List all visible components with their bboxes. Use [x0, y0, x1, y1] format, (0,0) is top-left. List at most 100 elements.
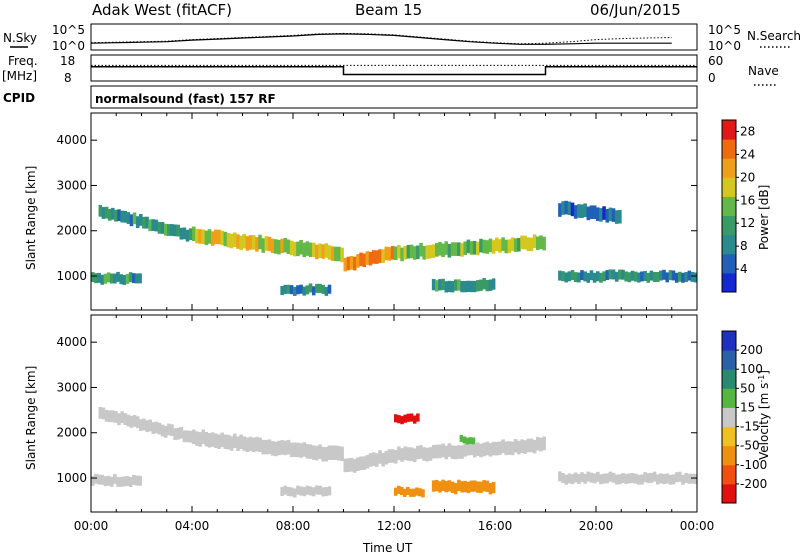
heat-cell [482, 480, 486, 492]
heat-cell [220, 230, 224, 246]
beam-title: Beam 15 [355, 1, 422, 19]
power-cells [91, 200, 698, 296]
heat-cell [396, 485, 401, 494]
heat-cell [421, 489, 425, 498]
heat-cell [466, 441, 471, 456]
x-tick-label: 16:00 [478, 519, 513, 533]
heat-cell [192, 226, 196, 242]
colorbar-tick-label: 15 [740, 400, 755, 414]
heat-cell [384, 450, 389, 465]
heat-cell [195, 431, 199, 446]
heat-cell [476, 280, 480, 292]
heat-cell [668, 270, 673, 281]
heat-cell [488, 442, 493, 457]
heat-cell [236, 234, 240, 249]
heat-cell [435, 243, 439, 257]
heat-cell [649, 472, 654, 483]
heat-cell [239, 235, 243, 251]
freq-line [91, 65, 697, 76]
heat-cell [520, 235, 524, 250]
freq-unit: [MHz] [2, 69, 37, 83]
heat-cell [142, 418, 146, 431]
cpid-label: CPID [3, 91, 35, 105]
colorbar-swatch [722, 158, 736, 178]
heat-cell [113, 273, 117, 284]
colorbar-swatch [722, 253, 736, 274]
heat-cell [125, 476, 130, 486]
heat-cell [561, 473, 565, 483]
heat-cell [409, 447, 414, 461]
heat-cell [274, 441, 278, 457]
heat-cell [659, 473, 663, 484]
heat-cell [229, 233, 234, 249]
heat-cell [472, 480, 477, 492]
heat-cell [122, 274, 127, 285]
heat-cell [431, 278, 436, 291]
heat-cell [167, 423, 171, 436]
heat-cell [643, 270, 647, 281]
heat-cell [188, 430, 193, 443]
heat-cell [289, 240, 294, 256]
heat-cell [652, 271, 657, 282]
heat-cell [346, 256, 351, 271]
heat-cell [425, 245, 430, 259]
heat-cell [583, 473, 587, 484]
heat-cell [596, 207, 600, 221]
heat-cell [289, 442, 294, 458]
heat-cell [507, 239, 512, 253]
heat-cell [106, 272, 111, 283]
heat-cell [476, 241, 480, 256]
heat-cell [371, 250, 376, 264]
heat-cell [447, 480, 452, 492]
heat-cell [453, 279, 458, 291]
heat-cell [242, 436, 247, 451]
heat-cell [630, 270, 635, 281]
heat-cell [488, 238, 493, 253]
heat-cell [176, 224, 180, 237]
heat-cell [441, 278, 445, 291]
heat-cell [148, 419, 152, 432]
heat-cell [286, 284, 291, 294]
heat-cell [286, 486, 291, 497]
heat-cell [334, 246, 338, 262]
y-tick-label: 1000 [56, 471, 87, 485]
noise-panel: N.Sky 10^5 10^0 10^5 10^0 N.Search [3, 23, 800, 53]
heat-cell [532, 439, 537, 454]
colorbar-swatch [722, 234, 736, 255]
heat-cell [104, 409, 109, 422]
heat-cell [117, 209, 121, 222]
heat-cell [91, 272, 95, 283]
heat-cell [406, 244, 411, 259]
heat-cell [482, 239, 486, 254]
heat-cell [245, 236, 250, 251]
heat-cell [687, 473, 692, 484]
heat-cell [264, 439, 269, 455]
heat-cell [583, 271, 587, 282]
cpid-box [90, 85, 698, 109]
heat-cell [479, 279, 483, 291]
colorbar-swatch [722, 445, 736, 466]
heat-cell [321, 487, 325, 497]
y-tick-label: 3000 [56, 178, 87, 192]
heat-cell [139, 419, 143, 431]
heat-cell [135, 475, 139, 486]
heat-cell [324, 243, 329, 258]
heat-cell [321, 447, 325, 462]
heat-cell [365, 454, 370, 469]
colorbar-swatch [722, 350, 736, 370]
heat-cell [479, 481, 483, 493]
heat-cell [465, 437, 470, 445]
heat-cell [160, 222, 165, 234]
heat-cell [311, 242, 316, 258]
heat-cell [460, 243, 464, 257]
heat-cell [132, 474, 136, 485]
x-tick-label: 12:00 [377, 519, 412, 533]
heat-cell [422, 447, 426, 461]
heat-cell [536, 236, 540, 251]
time-axis-label: Time UT [362, 541, 413, 554]
heat-cell [646, 272, 651, 283]
heat-cell [343, 458, 348, 473]
heat-cell [302, 242, 307, 258]
heat-cell [311, 445, 316, 460]
heat-cell [472, 240, 477, 255]
